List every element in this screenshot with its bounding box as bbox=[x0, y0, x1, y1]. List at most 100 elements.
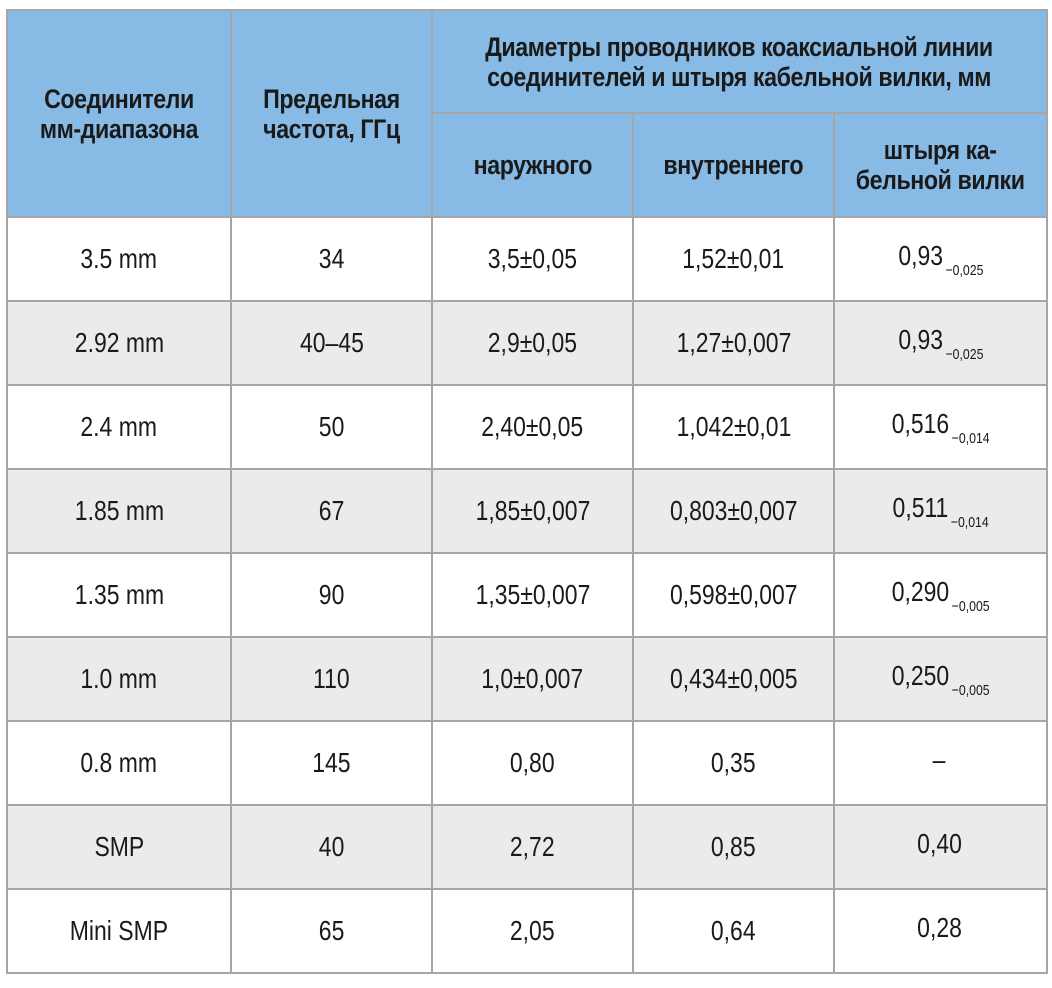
cell-freq-value: 145 bbox=[312, 747, 351, 778]
cell-outer-value: 2,40±0,05 bbox=[481, 411, 584, 442]
cell-outer: 2,40±0,05 bbox=[431, 384, 634, 470]
cell-inner: 0,803±0,007 bbox=[632, 468, 835, 554]
cell-freq-value: 65 bbox=[318, 915, 345, 946]
table-row: Mini SMP 65 2,05 0,64 0,28 bbox=[6, 888, 1048, 974]
cell-inner: 0,64 bbox=[632, 888, 835, 974]
cell-freq-value: 50 bbox=[318, 411, 345, 442]
table-row: 2.4 mm 50 2,40±0,05 1,042±0,01 0,516 −0,014 bbox=[6, 384, 1048, 470]
table-row: 2.92 mm 40–45 2,9±0,05 1,27±0,007 0,93 −0,025 bbox=[6, 300, 1048, 386]
cell-inner-value: 0,64 bbox=[711, 915, 756, 946]
cell-connector-value: Mini SMP bbox=[69, 915, 169, 946]
cell-freq: 145 bbox=[230, 720, 433, 806]
cell-pin: 0,290 −0,005 bbox=[833, 552, 1048, 638]
cell-freq-value: 67 bbox=[318, 495, 345, 526]
cell-pin-value: 0,93 bbox=[897, 323, 943, 355]
cell-inner-value: 0,803±0,007 bbox=[669, 495, 798, 526]
cell-inner: 0,434±0,005 bbox=[632, 636, 835, 722]
cell-outer: 0,80 bbox=[431, 720, 634, 806]
cell-outer: 2,05 bbox=[431, 888, 634, 974]
table-row: 1.0 mm 110 1,0±0,007 0,434±0,005 0,250 −0,005 bbox=[6, 636, 1048, 722]
cell-inner: 1,52±0,01 bbox=[632, 216, 835, 302]
cell-outer-value: 0,80 bbox=[510, 747, 555, 778]
header-connector-line1: Соединители bbox=[44, 83, 194, 114]
cell-pin-value: 0,516 bbox=[891, 407, 950, 439]
header-inner: внутреннего bbox=[632, 112, 835, 218]
header-diameters-line1: Диаметры проводников коаксиальной линии bbox=[485, 31, 994, 62]
cell-inner-value: 1,27±0,007 bbox=[676, 327, 791, 358]
header-connector-line2: мм-диапазона bbox=[39, 113, 199, 144]
cell-connector: Mini SMP bbox=[6, 888, 232, 974]
header-outer-label: наружного bbox=[473, 150, 592, 180]
cell-connector: 2.92 mm bbox=[6, 300, 232, 386]
table-row: 1.85 mm 67 1,85±0,007 0,803±0,007 0,511 −0,01… bbox=[6, 468, 1048, 554]
cell-freq: 67 bbox=[230, 468, 433, 554]
cell-pin: 0,516 −0,014 bbox=[833, 384, 1048, 470]
cell-freq: 50 bbox=[230, 384, 433, 470]
cell-inner: 1,27±0,007 bbox=[632, 300, 835, 386]
cell-outer: 1,0±0,007 bbox=[431, 636, 634, 722]
header-outer: наружного bbox=[431, 112, 634, 218]
header-freq-line1: Предельная bbox=[263, 83, 400, 114]
cell-pin-value: 0,511 bbox=[892, 491, 949, 523]
cell-outer: 3,5±0,05 bbox=[431, 216, 634, 302]
cell-freq-value: 40 bbox=[318, 831, 345, 862]
header-freq-line2: частота, ГГц bbox=[263, 113, 400, 144]
cell-outer-value: 2,05 bbox=[510, 915, 555, 946]
header-freq: Предельная частота, ГГц bbox=[230, 9, 433, 218]
cell-connector: 1.35 mm bbox=[6, 552, 232, 638]
cell-outer-value: 1,85±0,007 bbox=[475, 495, 590, 526]
cell-pin-tolerance: −0,025 bbox=[945, 345, 984, 363]
cell-connector: 2.4 mm bbox=[6, 384, 232, 470]
cell-freq-value: 90 bbox=[318, 579, 345, 610]
cell-connector-value: SMP bbox=[94, 831, 144, 862]
cell-pin-value: 0,40 bbox=[916, 827, 962, 859]
cell-pin-tolerance: −0,005 bbox=[951, 681, 990, 699]
table-row: 3.5 mm 34 3,5±0,05 1,52±0,01 0,93 −0,025 bbox=[6, 216, 1048, 302]
cell-connector: 1.0 mm bbox=[6, 636, 232, 722]
header-connector: Соединители мм-диапазона bbox=[6, 9, 232, 218]
cell-inner-value: 0,35 bbox=[711, 747, 756, 778]
cell-connector: SMP bbox=[6, 804, 232, 890]
header-inner-label: внутреннего bbox=[663, 150, 804, 180]
cell-pin-value: – bbox=[932, 743, 946, 775]
cell-freq-value: 40–45 bbox=[299, 327, 364, 358]
cell-connector-value: 1.85 mm bbox=[74, 495, 164, 526]
table-row: 1.35 mm 90 1,35±0,007 0,598±0,007 0,290 −0,00… bbox=[6, 552, 1048, 638]
cell-inner: 0,35 bbox=[632, 720, 835, 806]
cell-freq: 65 bbox=[230, 888, 433, 974]
cell-outer: 1,35±0,007 bbox=[431, 552, 634, 638]
cell-freq-value: 110 bbox=[313, 663, 350, 694]
cell-inner-value: 0,434±0,005 bbox=[669, 663, 798, 694]
cell-outer-value: 2,72 bbox=[510, 831, 555, 862]
cell-pin: 0,93 −0,025 bbox=[833, 216, 1048, 302]
header-diameters-group: Диаметры проводников коаксиальной линии с… bbox=[431, 9, 1048, 114]
cell-pin: – bbox=[833, 720, 1048, 806]
cell-freq: 34 bbox=[230, 216, 433, 302]
cell-pin: 0,250 −0,005 bbox=[833, 636, 1048, 722]
cell-pin-value: 0,250 bbox=[891, 659, 950, 691]
header-diameters-line2: соединителей и штыря кабельной вилки, мм bbox=[487, 61, 992, 92]
cell-pin-tolerance: −0,025 bbox=[945, 261, 984, 279]
cell-inner: 0,598±0,007 bbox=[632, 552, 835, 638]
cell-freq-value: 34 bbox=[318, 243, 345, 274]
cell-freq: 40 bbox=[230, 804, 433, 890]
cell-outer: 2,9±0,05 bbox=[431, 300, 634, 386]
cell-pin-value: 0,28 bbox=[916, 911, 962, 943]
cell-connector: 0.8 mm bbox=[6, 720, 232, 806]
cell-pin: 0,511 −0,014 bbox=[833, 468, 1048, 554]
table-row: SMP 40 2,72 0,85 0,40 bbox=[6, 804, 1048, 890]
cell-pin-tolerance: −0,014 bbox=[950, 513, 989, 531]
cell-outer: 1,85±0,007 bbox=[431, 468, 634, 554]
cell-inner-value: 1,52±0,01 bbox=[682, 243, 785, 274]
cell-pin: 0,93 −0,025 bbox=[833, 300, 1048, 386]
cell-connector-value: 2.4 mm bbox=[80, 411, 158, 442]
cell-connector-value: 1.35 mm bbox=[74, 579, 164, 610]
header-pin: штыря ка-бельной вилки bbox=[833, 112, 1048, 218]
header-pin-line1: штыря ка- bbox=[884, 135, 997, 165]
cell-pin: 0,28 bbox=[833, 888, 1048, 974]
cell-pin-tolerance: −0,014 bbox=[951, 429, 990, 447]
cell-connector-value: 2.92 mm bbox=[74, 327, 164, 358]
cell-outer-value: 3,5±0,05 bbox=[487, 243, 578, 274]
cell-pin-value: 0,93 bbox=[897, 239, 943, 271]
cell-inner: 1,042±0,01 bbox=[632, 384, 835, 470]
